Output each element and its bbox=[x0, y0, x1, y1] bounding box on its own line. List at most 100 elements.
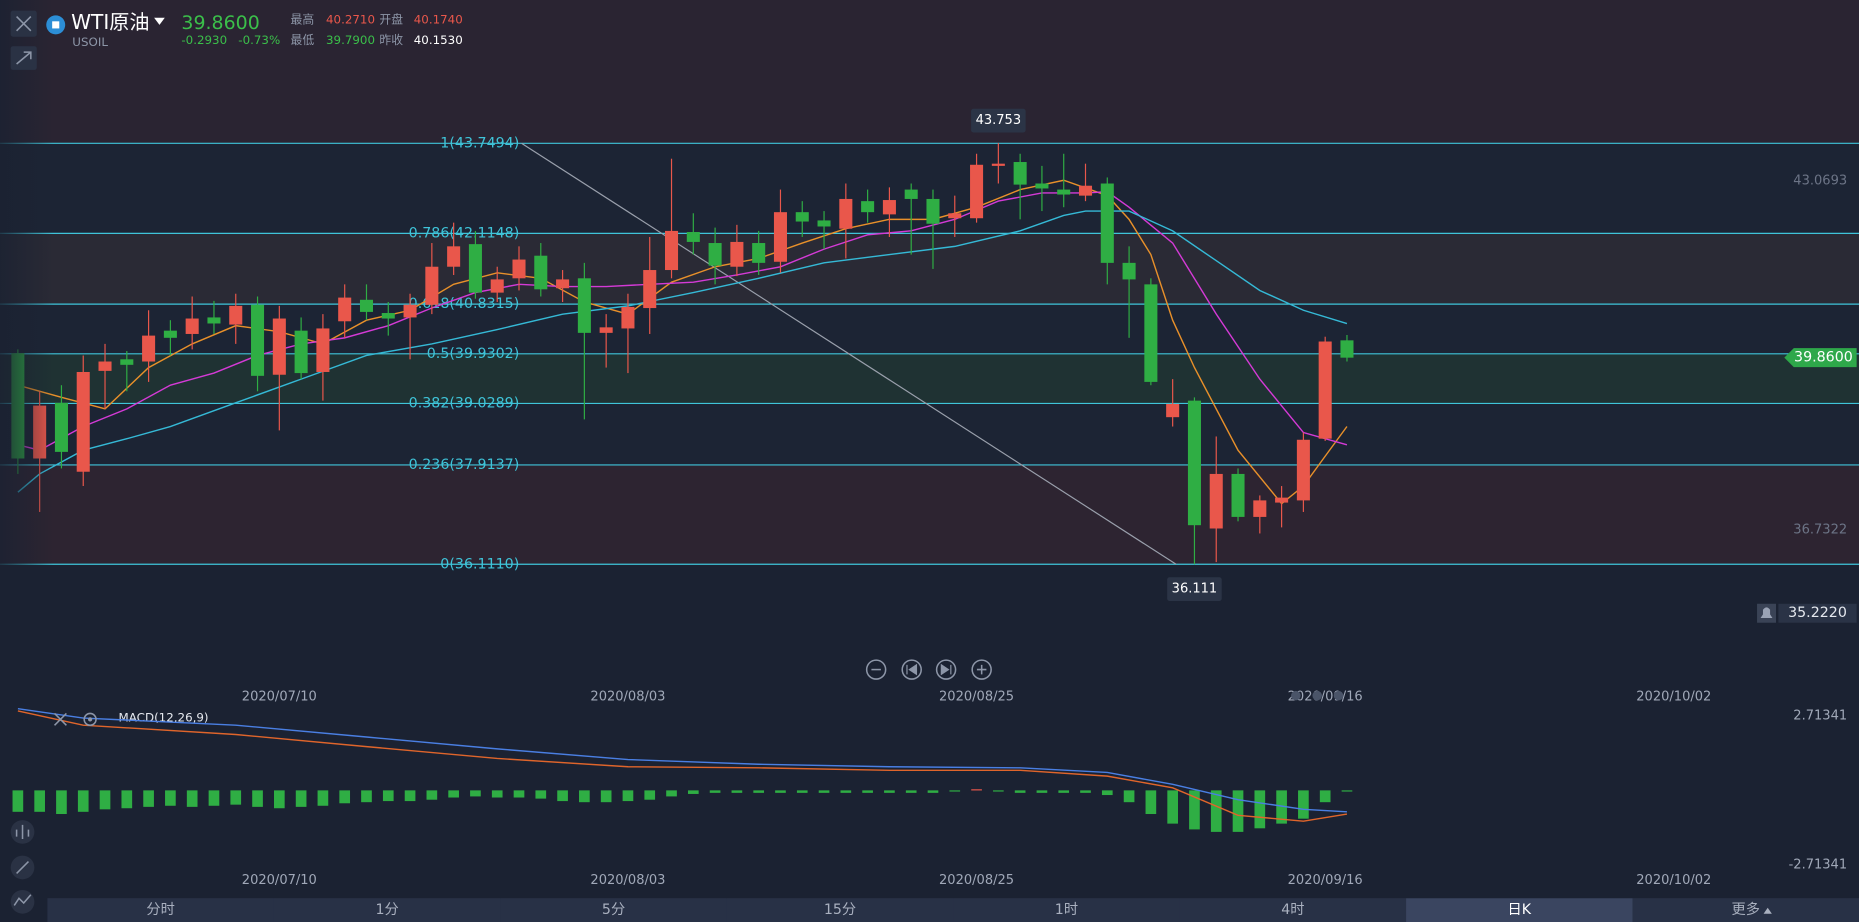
timeframe-tab[interactable] bbox=[1406, 898, 1633, 922]
fib-band bbox=[0, 233, 1859, 305]
expand-icon bbox=[16, 51, 32, 65]
low-label: 最低 bbox=[290, 33, 314, 47]
macd-bar bbox=[34, 790, 45, 812]
zoom-controls bbox=[865, 659, 992, 680]
timeframe-label: 更多 bbox=[1732, 901, 1760, 918]
timeframe-tab[interactable] bbox=[1179, 898, 1407, 922]
extreme-label: 36.111 bbox=[1172, 582, 1218, 597]
candle-body bbox=[490, 279, 504, 293]
macd-bar bbox=[949, 790, 961, 792]
candle-body bbox=[120, 359, 134, 365]
macd-bar bbox=[905, 790, 917, 793]
candle-body bbox=[338, 297, 352, 322]
timeframe-tab[interactable] bbox=[953, 898, 1180, 922]
macd-line bbox=[17, 710, 1348, 822]
range-handle[interactable] bbox=[1333, 690, 1344, 701]
timeframe-label: 1时 bbox=[1055, 901, 1078, 918]
macd-bar bbox=[513, 790, 525, 798]
timeframe-tab[interactable] bbox=[500, 898, 727, 922]
macd-remove[interactable] bbox=[53, 712, 67, 726]
candle-body bbox=[207, 317, 221, 324]
macd-bar bbox=[1058, 790, 1070, 793]
candle-body bbox=[686, 232, 700, 242]
timeframe-tab[interactable] bbox=[1632, 898, 1859, 922]
macd-bar bbox=[1276, 790, 1287, 824]
candle-body bbox=[534, 255, 548, 290]
macd-bar bbox=[404, 790, 416, 802]
timeframe-tab[interactable] bbox=[273, 898, 501, 922]
macd-bar bbox=[230, 790, 242, 805]
symbol-dropdown[interactable] bbox=[154, 17, 165, 25]
macd-bar bbox=[56, 790, 67, 815]
zoom-in-icon bbox=[976, 664, 987, 675]
macd-bar bbox=[753, 790, 765, 793]
candle-body bbox=[773, 212, 787, 262]
extreme-label: 43.753 bbox=[976, 113, 1022, 128]
candle-body bbox=[403, 304, 417, 318]
header: WTI原油 39.8600 USOIL -0.2930 -0.73% 最高 40… bbox=[10, 10, 463, 70]
macd-bar bbox=[840, 790, 852, 793]
candle-body bbox=[1144, 284, 1158, 382]
macd-bar bbox=[1080, 790, 1091, 793]
macd-bar bbox=[687, 790, 699, 794]
open-label: 开盘 bbox=[379, 13, 403, 27]
candle-body bbox=[1035, 183, 1049, 189]
macd-settings-dot bbox=[87, 717, 93, 722]
macd-settings[interactable] bbox=[83, 712, 97, 727]
macd-bar bbox=[1210, 790, 1222, 832]
macd-bar bbox=[579, 790, 590, 803]
line-icon bbox=[13, 894, 32, 906]
macd-bar bbox=[470, 790, 481, 797]
macd-bar bbox=[600, 790, 612, 803]
candle-body bbox=[926, 198, 940, 224]
candle-body bbox=[98, 361, 112, 371]
last-price-label: 39.8600 bbox=[1794, 350, 1853, 366]
macd-bar bbox=[1319, 790, 1331, 803]
candle-body bbox=[1340, 340, 1354, 358]
candle-body bbox=[708, 243, 722, 266]
zoom-out[interactable] bbox=[865, 659, 887, 680]
macd-bar bbox=[295, 790, 307, 807]
macd-bar bbox=[796, 790, 808, 793]
candle-body bbox=[665, 230, 679, 271]
macd-bar bbox=[1101, 790, 1113, 796]
indicator-icon bbox=[15, 824, 30, 840]
zoom-in[interactable] bbox=[971, 659, 992, 680]
macd-bar bbox=[121, 790, 133, 809]
range-handle[interactable] bbox=[1291, 690, 1301, 701]
fib-label: 0.5(39.9302) bbox=[427, 346, 520, 362]
macd-bar bbox=[622, 790, 634, 802]
candle-body bbox=[1057, 189, 1071, 195]
extreme-box bbox=[971, 108, 1026, 133]
open-value: 40.1740 bbox=[414, 13, 463, 27]
timeframe-tab[interactable] bbox=[726, 898, 954, 922]
candle-body bbox=[1209, 473, 1223, 529]
alert-bell bbox=[1760, 607, 1773, 618]
candle-body bbox=[381, 313, 395, 319]
timeframe-tab[interactable] bbox=[47, 898, 274, 922]
scroll-start[interactable] bbox=[901, 659, 922, 680]
scroll-end[interactable] bbox=[935, 659, 957, 680]
prev-close-value: 40.1530 bbox=[414, 33, 463, 47]
candle-body bbox=[251, 304, 265, 376]
scroll-end-icon bbox=[940, 663, 952, 676]
last-price: 39.8600 bbox=[181, 12, 259, 34]
last-price-tag bbox=[1784, 348, 1857, 368]
macd-bar bbox=[709, 790, 721, 793]
candle-body bbox=[1296, 439, 1310, 501]
timeframe-label: 5分 bbox=[602, 901, 625, 918]
candle-body bbox=[861, 201, 875, 213]
range-handle[interactable] bbox=[1312, 690, 1322, 701]
timeframe-label: 日K bbox=[1508, 902, 1532, 918]
timeframe-label: 4时 bbox=[1281, 901, 1304, 918]
candle-body bbox=[795, 212, 809, 222]
y-tick-label: 36.7322 bbox=[1793, 523, 1847, 538]
macd-bar bbox=[993, 790, 1004, 792]
x-tick-label: 2020/07/10 bbox=[242, 689, 317, 704]
candle-body bbox=[556, 279, 570, 289]
candle-body bbox=[882, 200, 896, 215]
candle-body bbox=[621, 306, 635, 329]
macd-bar bbox=[557, 790, 568, 802]
macd-bar bbox=[666, 790, 677, 797]
